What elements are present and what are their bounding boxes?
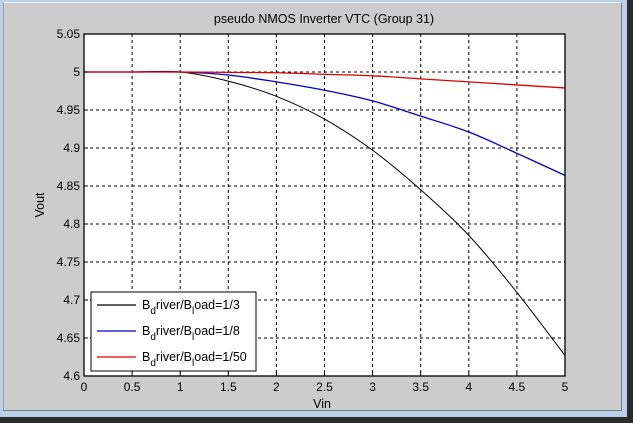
y-axis-label: Vout xyxy=(33,192,47,218)
axis-ticks: 0 0.5 1 1.5 2 2.5 3 3.5 4 4.5 5 4.6 4.65 4.7 4.75 4.8 4.… xyxy=(57,27,569,394)
y-tick-label: 4.95 xyxy=(57,103,81,117)
series-line-3 xyxy=(84,71,566,89)
x-tick-label: 3.5 xyxy=(412,380,429,394)
x-tick-label: 2 xyxy=(273,380,280,394)
y-tick-label: 4.75 xyxy=(57,255,81,269)
x-tick-label: 1.5 xyxy=(220,380,237,394)
x-tick-label: 0 xyxy=(81,380,88,394)
y-tick-label: 4.6 xyxy=(63,369,80,383)
y-tick-label: 4.8 xyxy=(63,217,80,231)
y-tick-label: 4.9 xyxy=(63,141,80,155)
x-tick-label: 4 xyxy=(465,380,472,394)
y-tick-label: 4.7 xyxy=(63,293,80,307)
x-tick-label: 2.5 xyxy=(316,380,333,394)
x-tick-label: 1 xyxy=(177,380,184,394)
y-tick-label: 4.65 xyxy=(57,331,81,345)
x-tick-label: 0.5 xyxy=(124,380,141,394)
x-axis-label: Vin xyxy=(313,397,331,411)
x-tick-label: 4.5 xyxy=(509,380,526,394)
y-tick-label: 5 xyxy=(73,65,80,79)
legend-label-3: Bdriver/Bload=1/50 xyxy=(142,350,247,369)
x-tick-label: 5 xyxy=(562,380,569,394)
y-tick-label: 5.05 xyxy=(57,27,81,41)
legend-label-1: Bdriver/Bload=1/3 xyxy=(142,298,240,317)
legend-label-2: Bdriver/Bload=1/8 xyxy=(142,324,240,343)
y-tick-label: 4.85 xyxy=(57,179,81,193)
legend: Bdriver/Bload=1/3 Bdriver/Bload=1/8 Bdrive… xyxy=(90,291,257,372)
x-tick-label: 3 xyxy=(369,380,376,394)
chart-title: pseudo NMOS Inverter VTC (Group 31) xyxy=(214,12,434,26)
data-curves xyxy=(84,70,566,356)
